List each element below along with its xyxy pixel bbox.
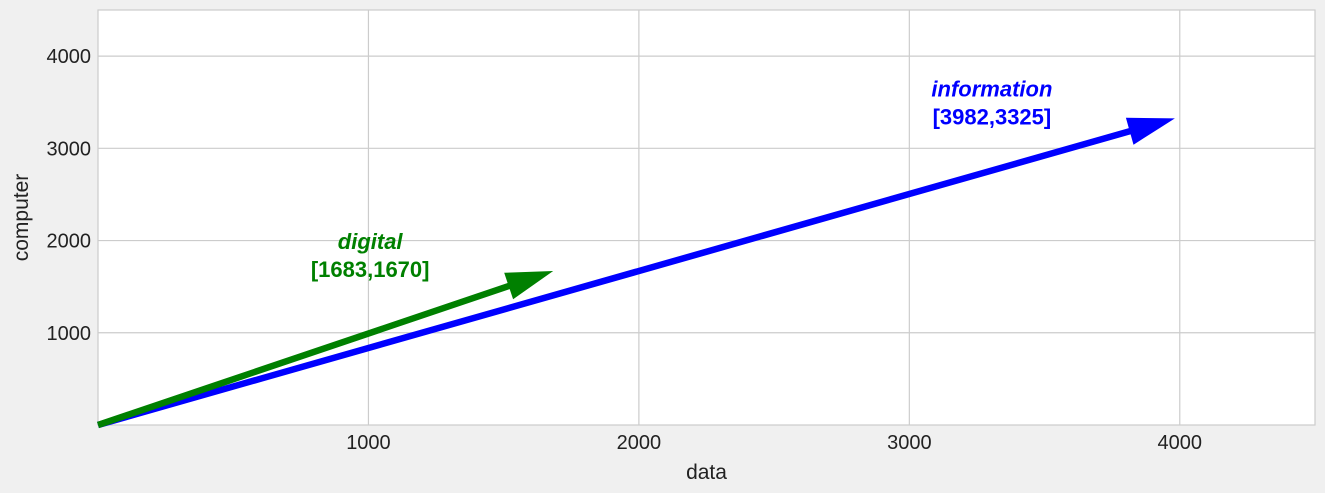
grid-lines	[98, 10, 1315, 425]
y-tick-label: 3000	[47, 138, 92, 160]
vector-labels: digital [1683,1670] information [3982,3325]	[311, 76, 1053, 282]
y-tick-label: 1000	[47, 323, 92, 345]
vector-arrow-digital	[97, 271, 554, 429]
tick-labels: 1000 2000 3000 4000 1000 2000 3000 4000	[47, 46, 1203, 454]
vector-arrows	[97, 117, 1175, 429]
vector-coord-label: [3982,3325]	[933, 104, 1052, 129]
vector-name-label: information	[931, 76, 1052, 101]
vector-name-label: digital	[338, 229, 404, 254]
y-tick-label: 4000	[47, 46, 92, 68]
vector-arrow-information	[97, 117, 1175, 429]
x-tick-label: 1000	[346, 432, 391, 454]
y-tick-label: 2000	[47, 231, 92, 253]
vector-coord-label: [1683,1670]	[311, 257, 430, 282]
x-axis-title: data	[686, 461, 727, 484]
y-axis-title: computer	[10, 174, 33, 262]
x-tick-label: 4000	[1158, 432, 1203, 454]
x-tick-label: 2000	[617, 432, 662, 454]
x-tick-label: 3000	[887, 432, 932, 454]
